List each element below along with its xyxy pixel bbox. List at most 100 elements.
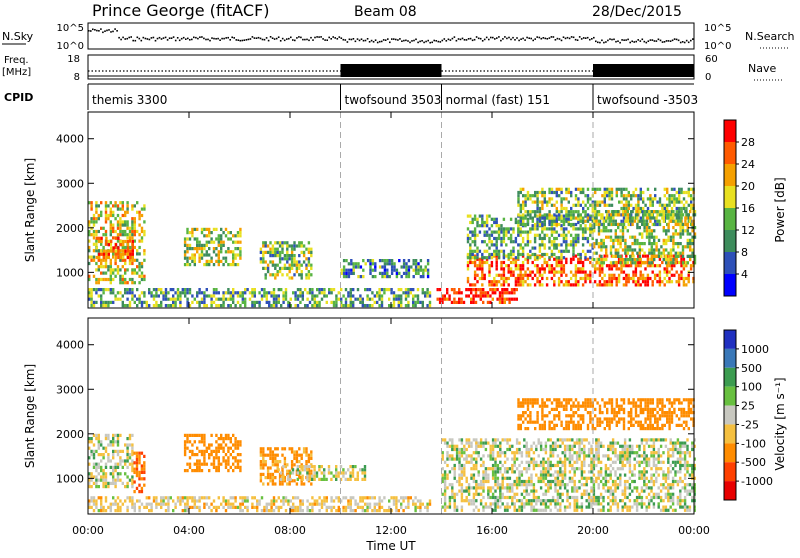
heatmap-cell — [208, 456, 210, 459]
heatmap-cell — [277, 460, 279, 463]
heatmap-cell — [612, 210, 614, 213]
heatmap-cell — [607, 229, 609, 232]
heatmap-cell — [511, 486, 513, 489]
heatmap-cell — [608, 280, 610, 283]
heatmap-cell — [451, 458, 453, 461]
heatmap-cell — [526, 499, 528, 502]
y-tick-label: 2000 — [56, 222, 84, 235]
heatmap-cell — [114, 450, 116, 453]
heatmap-cell — [95, 479, 97, 482]
heatmap-cell — [508, 227, 510, 230]
heatmap-cell — [126, 227, 128, 230]
nsky-point — [343, 39, 345, 41]
heatmap-cell — [213, 456, 215, 459]
heatmap-cell — [381, 265, 383, 268]
heatmap-cell — [605, 248, 607, 251]
nsky-point — [539, 37, 541, 39]
heatmap-cell — [353, 265, 355, 268]
heatmap-cell — [335, 465, 337, 468]
heatmap-cell — [129, 443, 131, 446]
heatmap-cell — [548, 213, 550, 216]
heatmap-cell — [119, 217, 121, 220]
heatmap-cell — [472, 283, 474, 286]
heatmap-cell — [680, 274, 682, 277]
heatmap-cell — [120, 240, 122, 243]
heatmap-cell — [517, 280, 519, 283]
heatmap-cell — [646, 236, 648, 239]
heatmap-cell — [469, 261, 471, 264]
nsky-point — [526, 37, 528, 39]
nsky-point — [256, 37, 258, 39]
heatmap-cell — [122, 246, 124, 249]
heatmap-cell — [285, 465, 287, 468]
nsky-point — [601, 40, 603, 42]
heatmap-cell — [476, 274, 478, 277]
heatmap-cell — [143, 252, 145, 255]
heatmap-cell — [451, 288, 453, 291]
nsky-point — [130, 36, 132, 38]
heatmap-cell — [119, 456, 121, 459]
nsky-point — [334, 37, 336, 39]
heatmap-cell — [403, 262, 405, 265]
nsky-point — [557, 38, 559, 40]
heatmap-cell — [170, 304, 172, 307]
heatmap-cell — [262, 463, 264, 466]
heatmap-cell — [485, 506, 487, 509]
heatmap-cell — [155, 288, 157, 291]
heatmap-cell — [541, 243, 543, 246]
nsky-point — [516, 37, 518, 39]
heatmap-cell — [628, 280, 630, 283]
heatmap-cell — [290, 499, 292, 502]
heatmap-cell — [129, 262, 131, 265]
nsky-point — [211, 37, 213, 39]
heatmap-cell — [309, 475, 311, 478]
heatmap-cell — [611, 267, 613, 270]
heatmap-cell — [484, 256, 486, 259]
heatmap-cell — [414, 509, 416, 512]
heatmap-cell — [429, 304, 431, 307]
heatmap-cell — [237, 231, 239, 234]
heatmap-cell — [117, 265, 119, 268]
heatmap-cell — [388, 298, 390, 301]
heatmap-cell — [306, 478, 308, 481]
heatmap-cell — [652, 280, 654, 283]
heatmap-cell — [580, 217, 582, 220]
heatmap-cell — [136, 461, 138, 464]
heatmap-cell — [136, 471, 138, 474]
heatmap-cell — [628, 191, 630, 194]
heatmap-cell — [227, 288, 229, 291]
heatmap-cell — [605, 229, 607, 232]
heatmap-cell — [688, 191, 690, 194]
heatmap-cell — [575, 255, 577, 258]
heatmap-cell — [522, 237, 524, 240]
heatmap-cell — [191, 506, 193, 509]
heatmap-cell — [680, 188, 682, 191]
heatmap-cell — [541, 240, 543, 243]
heatmap-cell — [527, 283, 529, 286]
nsky-point — [294, 40, 296, 42]
heatmap-cell — [551, 253, 553, 256]
heatmap-cell — [203, 437, 205, 440]
heatmap-cell — [218, 447, 220, 450]
heatmap-cell — [474, 271, 476, 274]
heatmap-cell — [155, 503, 157, 506]
heatmap-cell — [234, 506, 236, 509]
heatmap-cell — [501, 298, 503, 301]
heatmap-cell — [500, 267, 502, 270]
heatmap-cell — [663, 229, 665, 232]
heatmap-cell — [649, 220, 651, 223]
heatmap-cell — [272, 454, 274, 457]
heatmap-cell — [297, 298, 299, 301]
heatmap-cell — [679, 220, 681, 223]
heatmap-cell — [524, 223, 526, 226]
heatmap-cell — [677, 232, 679, 235]
nsky-point — [98, 30, 100, 32]
heatmap-cell — [186, 247, 188, 250]
heatmap-cell — [639, 258, 641, 261]
heatmap-cell — [198, 499, 200, 502]
heatmap-cell — [637, 207, 639, 210]
heatmap-cell — [665, 210, 667, 213]
heatmap-cell — [494, 477, 496, 480]
heatmap-cell — [672, 226, 674, 229]
heatmap-cell — [303, 244, 305, 247]
